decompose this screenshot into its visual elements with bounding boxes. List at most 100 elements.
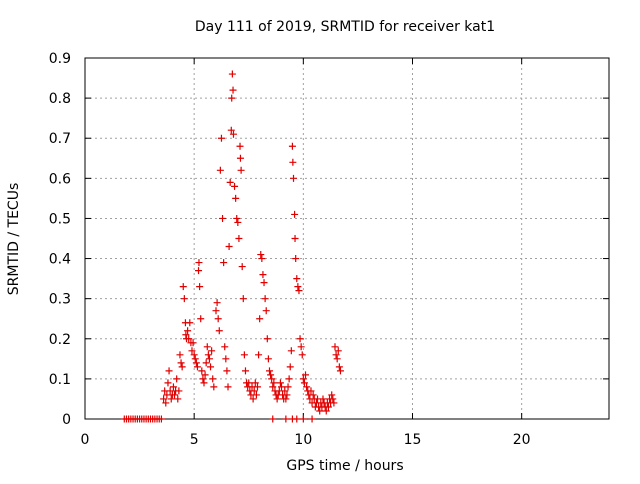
x-tick-label: 0 (81, 432, 90, 448)
data-point (251, 379, 259, 387)
data-point (234, 218, 242, 226)
data-point (223, 367, 231, 375)
data-point (278, 383, 285, 391)
data-point (185, 335, 193, 343)
data-point (227, 126, 235, 134)
data-point (261, 295, 269, 303)
data-point (235, 235, 243, 242)
data-point (178, 363, 186, 371)
y-tick-label: 0.6 (49, 171, 71, 187)
data-point (231, 182, 239, 190)
data-point (333, 355, 341, 363)
data-point (202, 359, 210, 367)
data-point (269, 383, 277, 391)
data-point (262, 307, 270, 315)
data-point (208, 347, 216, 355)
data-point (232, 194, 240, 202)
data-point (190, 351, 198, 359)
data-point (282, 395, 290, 403)
data-point (273, 395, 281, 403)
data-point (284, 383, 292, 391)
data-point (201, 371, 209, 379)
y-tick-label: 0.4 (49, 252, 71, 268)
data-point (298, 351, 306, 359)
data-point (191, 355, 199, 363)
data-point (204, 351, 212, 359)
data-point (173, 375, 181, 383)
data-point (200, 379, 208, 387)
data-point (322, 407, 330, 415)
data-point (293, 275, 301, 283)
y-tick-label: 0.9 (49, 51, 71, 67)
data-point (267, 371, 275, 379)
data-point (299, 415, 307, 423)
data-point (283, 391, 291, 399)
data-point (176, 351, 184, 359)
data-point (217, 134, 225, 142)
data-point (240, 351, 248, 359)
data-point (177, 359, 185, 367)
data-point (210, 383, 218, 391)
data-point (286, 363, 294, 371)
data-point (285, 375, 293, 383)
data-point (175, 387, 183, 395)
data-point (296, 335, 304, 343)
data-point (157, 415, 165, 423)
data-point (294, 283, 302, 291)
data-point (331, 343, 339, 351)
x-tick-label: 15 (404, 432, 422, 448)
y-tick-label: 0.7 (49, 131, 71, 147)
data-point (221, 343, 229, 351)
x-tick-label: 20 (513, 432, 531, 448)
data-point (171, 391, 179, 399)
data-point (252, 391, 260, 399)
data-point (263, 335, 271, 343)
y-tick-label: 0.2 (49, 332, 71, 348)
data-point (165, 367, 173, 375)
data-point (162, 399, 170, 407)
data-point (249, 395, 257, 403)
data-point (328, 391, 336, 399)
data-point (193, 363, 201, 371)
y-tick-label: 0 (62, 412, 71, 428)
data-point (291, 210, 299, 218)
data-point (237, 166, 245, 174)
data-point (250, 387, 258, 395)
data-point (167, 395, 175, 403)
data-points (120, 70, 344, 423)
data-point (174, 395, 182, 403)
y-tick-labels: 0 0.1 0.2 0.3 0.4 0.5 0.6 0.7 0.8 0.9 (49, 51, 71, 428)
data-point (291, 235, 299, 242)
data-point (226, 178, 234, 186)
data-point (309, 391, 317, 399)
plot-frame (84, 57, 610, 420)
data-point (239, 295, 247, 303)
data-point (169, 383, 177, 391)
data-point (270, 379, 278, 387)
x-tick-label: 5 (190, 432, 199, 448)
data-point (269, 415, 277, 423)
data-point (203, 343, 211, 351)
data-point (264, 355, 272, 363)
data-point (236, 154, 244, 162)
data-point (290, 174, 298, 182)
data-point (196, 283, 204, 291)
data-point (303, 383, 311, 391)
data-point (192, 359, 200, 367)
data-point (255, 351, 263, 359)
data-point (179, 283, 187, 291)
data-point (228, 70, 236, 78)
data-point (228, 94, 236, 102)
data-point (199, 375, 207, 383)
data-point (299, 375, 307, 383)
data-point (268, 375, 276, 383)
data-point (319, 395, 327, 403)
x-tick-labels: 0 5 10 15 20 (81, 432, 531, 448)
data-point (238, 263, 246, 271)
data-point (195, 259, 203, 267)
data-point (209, 375, 217, 383)
data-point (265, 367, 273, 375)
data-point (324, 403, 332, 411)
